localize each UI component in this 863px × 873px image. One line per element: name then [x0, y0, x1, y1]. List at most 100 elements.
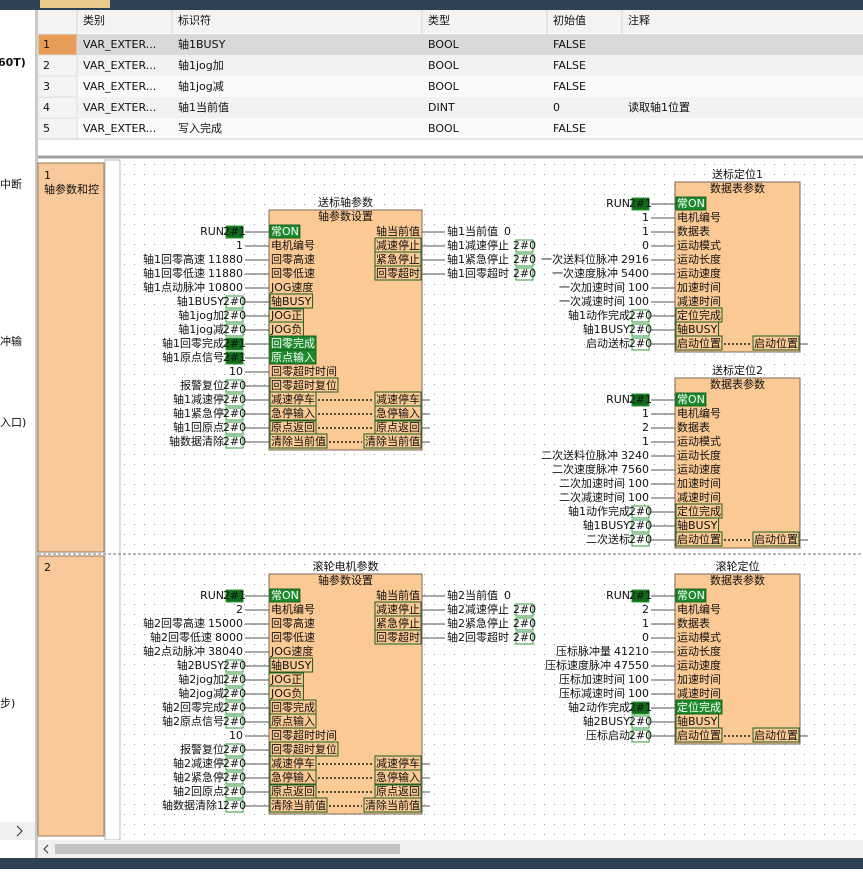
pin-box [269, 433, 328, 449]
numeric-value: 10 [229, 365, 243, 378]
bool-value: 2#0 [629, 323, 652, 336]
input-variable: 压标加速时间 [559, 672, 625, 686]
numeric-value: 10800 [208, 281, 243, 294]
input-variable: 轴2回零高速 [143, 616, 205, 630]
pin-box [269, 797, 328, 813]
bool-value: 2#0 [223, 757, 246, 770]
table-row[interactable] [77, 34, 863, 55]
input-variable: 压标速度脉冲 [545, 658, 611, 672]
bool-value: 2#1 [223, 337, 246, 350]
bool-value: 2#0 [629, 505, 652, 518]
numeric-value: 100 [628, 491, 649, 504]
bool-value-box [225, 421, 244, 435]
table-cell: 轴1jog加 [178, 58, 224, 72]
input-pin: 急停输入 [271, 770, 315, 784]
function-block[interactable] [268, 573, 423, 815]
numeric-value: 47550 [614, 659, 649, 672]
numeric-value: 1 [642, 211, 649, 224]
numeric-value: 1 [642, 617, 649, 630]
table-row[interactable] [77, 76, 863, 97]
numeric-value: 41210 [614, 645, 649, 658]
input-variable: 二次送料位脉冲 [541, 448, 618, 462]
block-type: 轴参数设置 [318, 573, 373, 587]
input-variable: RUN [200, 225, 224, 238]
bool-value: 2#1 [223, 225, 246, 238]
input-variable: 轴1BUSY [177, 294, 225, 308]
input-pin: 数据表 [677, 616, 710, 630]
input-pin: 运动模式 [677, 435, 721, 448]
input-pin: JOG负 [270, 322, 302, 336]
input-variable: 轴2紧急停 [173, 770, 224, 784]
input-pin: 回零超时时间 [271, 364, 337, 378]
pin-box [675, 531, 723, 547]
inout-pin: 原点返回 [376, 785, 420, 798]
input-variable: 轴1动作完成 [568, 308, 630, 322]
bool-value-box [225, 225, 244, 239]
input-pin: 电机编号 [677, 406, 721, 420]
table-row[interactable] [77, 97, 863, 118]
inout-pin: 清除当前值 [365, 798, 420, 812]
pin-box [374, 629, 422, 645]
output-variable: 轴1回零超时 [447, 266, 509, 280]
table-cell: BOOL [428, 38, 460, 51]
rung-column [104, 159, 121, 841]
input-pin: 回零完成 [271, 700, 315, 714]
input-pin: 启动位置 [677, 728, 721, 742]
input-variable: 轴2BUSY [177, 658, 225, 672]
input-variable: 轴2回零完成 [162, 700, 224, 714]
input-variable: 轴数据清除1 [162, 798, 224, 812]
inout-pin: 急停输入 [376, 770, 420, 784]
numeric-value: 0 [504, 225, 511, 238]
input-pin: 急停输入 [271, 406, 315, 420]
output-variable: 轴2当前值 [447, 588, 498, 602]
input-pin: 定位完成 [677, 308, 721, 322]
bool-value-box [225, 743, 244, 757]
bool-value-box [631, 323, 650, 337]
bool-value: 2#0 [223, 323, 246, 336]
output-pin: 紧急停止 [376, 252, 420, 266]
table-cell: 写入完成 [178, 121, 222, 135]
bool-value: 2#0 [513, 631, 536, 644]
numeric-value: 10 [229, 729, 243, 742]
inout-pin: 启动位置 [754, 728, 798, 742]
table-cell: DINT [428, 101, 455, 114]
scroll-arrow[interactable] [16, 825, 23, 837]
input-variable: 轴1jog减 [178, 322, 224, 336]
table-row[interactable] [77, 118, 863, 139]
scroll-thumb[interactable] [55, 844, 400, 854]
input-variable: 轴2BUSY [583, 714, 631, 728]
function-block[interactable] [268, 209, 423, 451]
input-pin: 清除当前值 [271, 798, 326, 812]
input-variable: 轴1原点信号 [162, 350, 224, 364]
output-pin: 紧急停止 [376, 616, 420, 630]
input-pin: 减速时间 [677, 295, 721, 308]
input-pin: 定位完成 [677, 700, 721, 714]
input-pin: 数据表 [677, 420, 710, 434]
input-variable: 轴1动作完成 [568, 504, 630, 518]
numeric-value: 8000 [215, 631, 243, 644]
input-variable: 轴2动作完成 [568, 700, 630, 714]
scroll-arrow[interactable] [43, 844, 49, 854]
bool-value: 2#0 [223, 407, 246, 420]
pin-box [675, 727, 723, 743]
active-tab[interactable] [40, 0, 110, 8]
bool-value: 2#0 [223, 799, 246, 812]
sidebar-scroll[interactable] [0, 822, 35, 840]
bool-value-box [225, 673, 244, 687]
input-variable: 轴数据清除 [169, 434, 224, 448]
input-pin: 数据表 [677, 224, 710, 238]
pin-box [675, 392, 707, 407]
table-cell: 5 [43, 122, 50, 135]
bool-value-box [225, 785, 244, 799]
input-variable: 压标减速时间 [559, 686, 625, 700]
block-instance: 滚轮定位 [716, 559, 760, 573]
input-pin: 启动位置 [677, 532, 721, 546]
input-pin: 回零超时时间 [271, 728, 337, 742]
bool-value-box [631, 197, 650, 211]
bool-value-box [515, 631, 534, 645]
input-variable: 轴1回零高速 [143, 252, 205, 266]
block-type: 轴参数设置 [318, 209, 373, 223]
bool-value: 2#0 [223, 309, 246, 322]
table-row[interactable] [77, 55, 863, 76]
input-variable: 轴1回零低速 [143, 266, 205, 280]
